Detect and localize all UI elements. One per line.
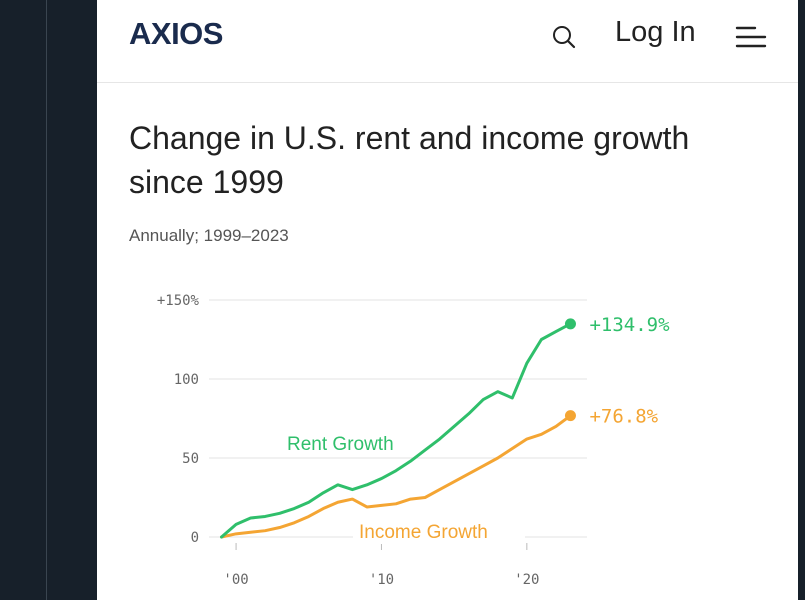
income-end-value-label: +76.8% bbox=[589, 406, 658, 428]
search-icon bbox=[553, 26, 576, 49]
x-tick-label: '00 bbox=[223, 572, 248, 588]
rent-end-point bbox=[564, 318, 576, 330]
x-tick-label: '20 bbox=[514, 572, 539, 588]
login-link[interactable]: Log In bbox=[615, 16, 696, 48]
menu-button[interactable] bbox=[733, 22, 769, 52]
y-tick-label: 100 bbox=[174, 372, 199, 388]
rent-end-value-label: +134.9% bbox=[589, 314, 670, 336]
income-growth-series-label: Income Growth bbox=[359, 522, 488, 543]
x-tick-label: '10 bbox=[369, 572, 394, 588]
axios-logo[interactable]: AXIOS bbox=[129, 16, 223, 51]
income-growth-line bbox=[220, 414, 572, 539]
income-end-point bbox=[564, 410, 576, 422]
site-header: AXIOS Log In bbox=[97, 0, 799, 83]
page-edge bbox=[798, 0, 805, 600]
y-tick-label: +150% bbox=[157, 293, 200, 309]
y-tick-label: 50 bbox=[182, 451, 199, 467]
rent-growth-line bbox=[220, 322, 572, 539]
rent-growth-series-label: Rent Growth bbox=[287, 434, 394, 455]
timeline-divider bbox=[46, 0, 47, 600]
y-tick-label: 0 bbox=[191, 530, 199, 546]
article-card: AXIOS Log In Change in U.S. rent and inc… bbox=[97, 0, 799, 600]
chart-title: Change in U.S. rent and income growth si… bbox=[129, 120, 690, 200]
rent-income-line-chart: 0 50 100 +150% '00 '10 '20 +76.8% +134.9% Rent G… bbox=[157, 293, 670, 588]
chart-subtitle: Annually; 1999–2023 bbox=[129, 226, 289, 245]
search-button[interactable] bbox=[549, 22, 579, 52]
income-label-backdrop bbox=[353, 518, 525, 544]
hamburger-menu-icon bbox=[735, 26, 767, 48]
